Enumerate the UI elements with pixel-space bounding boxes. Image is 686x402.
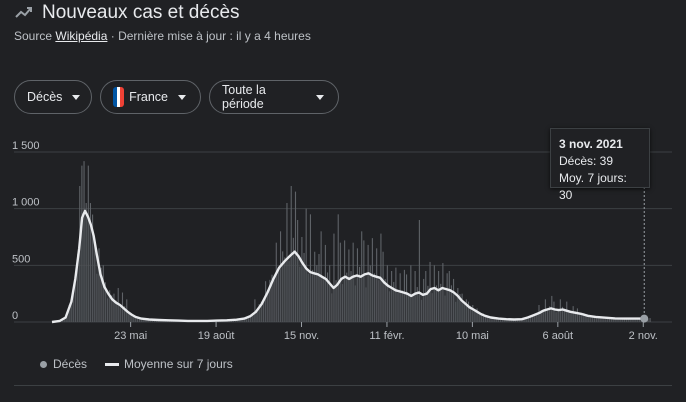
tooltip-date: 3 nov. 2021 (559, 137, 623, 151)
legend-daily-label: Décès (53, 357, 88, 371)
hover-dot (640, 314, 649, 323)
x-tick-label: 2 nov. (629, 330, 658, 342)
deaths-chart[interactable]: 23 mai 19 août 15 nov. 11 févr. 10 mai 6 août… (0, 125, 686, 345)
chevron-down-icon (178, 94, 186, 100)
country-dropdown[interactable]: France (100, 80, 201, 114)
metric-label: Décès (27, 90, 63, 104)
source-prefix: Source (14, 29, 53, 43)
x-tick-label: 15 nov. (284, 330, 319, 342)
avg-area (52, 210, 645, 322)
header: Nouveaux cas et décès (14, 2, 240, 24)
legend-avg-line (105, 362, 120, 366)
trending-line-icon (15, 7, 32, 18)
france-flag-icon (113, 87, 125, 107)
x-tick-label: 19 août (198, 330, 235, 342)
x-tick-label: 23 mai (114, 330, 147, 342)
chart-legend: Décès Moyenne sur 7 jours (40, 357, 233, 371)
metric-dropdown[interactable]: Décès (14, 80, 92, 114)
tooltip-avg: Moy. 7 jours: 30 (559, 171, 627, 202)
y-tick-label: 1 000 (12, 197, 40, 209)
divider (14, 385, 672, 386)
y-tick-label: 1 500 (12, 140, 40, 152)
tooltip-daily: Décès: 39 (559, 154, 614, 168)
update-time: · Dernière mise à jour : il y a 4 heures (110, 29, 311, 43)
avg-line (51, 209, 645, 324)
y-tick-label: 0 (12, 310, 18, 322)
source-line: Source Wikipédia · Dernière mise à jour … (14, 29, 311, 43)
x-tick-label: 11 févr. (369, 330, 404, 342)
page-title: Nouveaux cas et décès (42, 2, 240, 23)
legend-daily-dot (40, 360, 47, 368)
x-tick-label: 10 mai (456, 330, 489, 342)
period-label: Toute la période (222, 83, 266, 111)
y-tick-label: 500 (12, 253, 30, 265)
country-label: France (129, 90, 168, 104)
chevron-down-icon (72, 94, 81, 100)
controls: Décès France Toute la période (14, 80, 339, 114)
x-tick-label: 6 août (543, 330, 574, 342)
source-link[interactable]: Wikipédia (55, 29, 108, 43)
chevron-down-icon (316, 94, 324, 100)
legend-avg-label: Moyenne sur 7 jours (124, 357, 233, 371)
chart-tooltip: 3 nov. 2021 Décès: 39 Moy. 7 jours: 30 (550, 128, 650, 202)
period-dropdown[interactable]: Toute la période (209, 80, 339, 114)
